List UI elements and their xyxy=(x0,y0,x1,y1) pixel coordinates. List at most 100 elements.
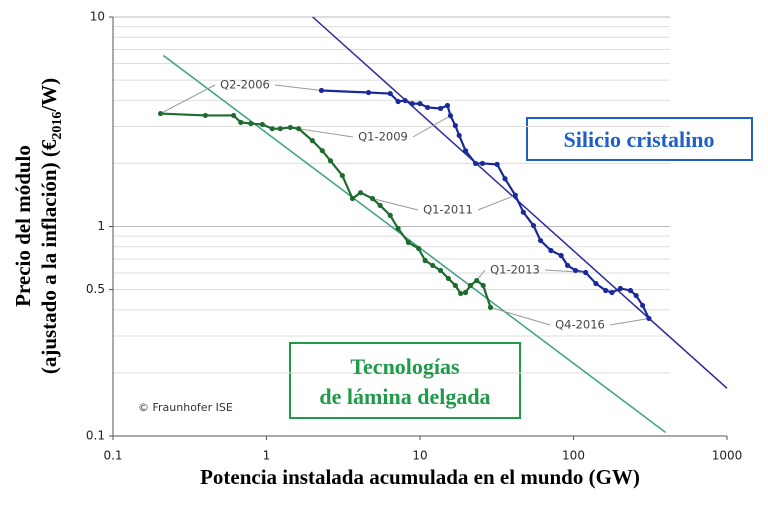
data-point xyxy=(365,89,372,96)
data-point xyxy=(296,126,302,132)
data-point xyxy=(445,275,451,282)
leader-line xyxy=(609,317,650,326)
data-point xyxy=(327,158,334,164)
data-point xyxy=(248,120,254,127)
data-point xyxy=(387,90,393,97)
data-point xyxy=(369,195,376,202)
annotation: Q1-2013 xyxy=(490,263,540,277)
data-point xyxy=(583,269,589,276)
series-label: Silicio cristalino xyxy=(564,127,715,152)
y-axis-title-part: (ajustado a la inflación) (€ xyxy=(37,139,61,374)
data-point xyxy=(238,119,244,125)
data-point xyxy=(405,239,411,246)
data-point xyxy=(474,277,480,284)
data-point xyxy=(430,262,436,269)
series-label: de lámina delgada xyxy=(319,384,490,409)
data-point xyxy=(422,257,428,264)
data-point xyxy=(452,282,458,289)
data-point xyxy=(319,148,325,154)
y-tick-label: 0.5 xyxy=(86,282,105,296)
data-point xyxy=(424,104,431,111)
data-point xyxy=(416,245,422,252)
data-point xyxy=(259,121,265,128)
y-tick-label: 10 xyxy=(90,10,105,24)
annotation: Q4-2016 xyxy=(555,318,605,332)
data-point xyxy=(467,282,474,289)
y-axis-title: Precio del módulo xyxy=(11,145,35,307)
data-point xyxy=(537,237,544,244)
data-point xyxy=(472,160,479,167)
leader-line xyxy=(544,269,586,274)
x-tick-label: 1000 xyxy=(712,449,743,463)
leader-line xyxy=(412,115,451,138)
x-tick-label: 0.1 xyxy=(103,449,122,463)
y-tick-label: 0.1 xyxy=(86,429,105,443)
annotation: Q1-2011 xyxy=(423,203,473,217)
data-point xyxy=(494,161,500,167)
y-tick-label: 1 xyxy=(97,219,105,233)
credit: © Fraunhofer ISE xyxy=(138,401,233,414)
data-point xyxy=(277,126,283,132)
data-point xyxy=(437,105,444,112)
data-point xyxy=(417,101,423,107)
data-point xyxy=(627,287,634,294)
leader-line xyxy=(490,306,551,326)
data-point xyxy=(512,192,518,198)
data-point xyxy=(409,101,415,107)
data-point xyxy=(646,315,652,322)
data-point xyxy=(633,292,639,299)
data-point xyxy=(572,267,579,274)
data-point xyxy=(349,195,356,202)
annotation: Q1-2009 xyxy=(358,130,408,144)
data-point xyxy=(617,285,623,292)
data-point xyxy=(480,282,486,289)
trend-line xyxy=(162,54,667,434)
data-point xyxy=(339,172,345,179)
data-point xyxy=(564,262,571,269)
data-point xyxy=(444,102,451,109)
data-point xyxy=(462,148,469,154)
data-point xyxy=(318,87,325,94)
label-box xyxy=(289,342,521,419)
annotation: Q2-2006 xyxy=(220,78,270,92)
data-point xyxy=(309,138,315,144)
data-point xyxy=(520,209,526,215)
data-point xyxy=(395,225,401,232)
data-point xyxy=(452,123,458,129)
data-point xyxy=(558,252,564,259)
data-point xyxy=(548,247,554,254)
data-point xyxy=(456,132,462,139)
data-point xyxy=(377,202,383,209)
series-label: Tecnologías xyxy=(350,354,460,379)
leader-line xyxy=(274,84,322,91)
x-tick-label: 1 xyxy=(263,449,271,463)
leader-line xyxy=(372,198,419,211)
x-tick-label: 10 xyxy=(412,449,427,463)
data-point xyxy=(269,126,275,132)
y-axis-title-sub: 2016 xyxy=(50,112,65,140)
data-point xyxy=(479,160,486,167)
label-box xyxy=(526,117,753,161)
data-point xyxy=(387,212,393,218)
data-point xyxy=(603,287,609,294)
data-point xyxy=(230,112,237,119)
leader-line xyxy=(160,84,216,115)
data-point xyxy=(462,289,469,296)
data-point xyxy=(487,304,494,311)
data-point xyxy=(640,302,646,309)
data-point xyxy=(402,97,408,104)
data-point xyxy=(395,98,401,105)
y-axis-title: (ajustado a la inflación) (€2016/W) xyxy=(37,78,65,374)
x-tick-label: 100 xyxy=(562,449,585,463)
data-point xyxy=(157,110,164,117)
leader-line xyxy=(298,128,354,138)
leader-line xyxy=(477,194,516,211)
data-point xyxy=(447,113,454,119)
x-axis-title: Potencia instalada acumulada en el mundo… xyxy=(200,465,640,489)
data-point xyxy=(287,124,293,131)
data-point xyxy=(502,176,508,182)
data-point xyxy=(357,190,364,196)
data-point xyxy=(437,267,444,274)
data-point xyxy=(530,222,537,229)
